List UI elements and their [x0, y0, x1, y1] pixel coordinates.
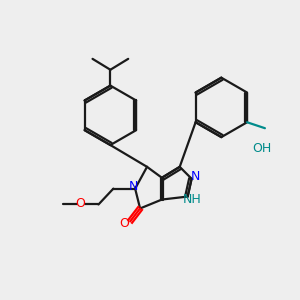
- Text: O: O: [119, 217, 129, 230]
- Text: OH: OH: [252, 142, 272, 154]
- Text: N: N: [128, 180, 138, 193]
- Text: NH: NH: [183, 193, 202, 206]
- Text: O: O: [76, 197, 85, 210]
- Text: N: N: [191, 170, 200, 183]
